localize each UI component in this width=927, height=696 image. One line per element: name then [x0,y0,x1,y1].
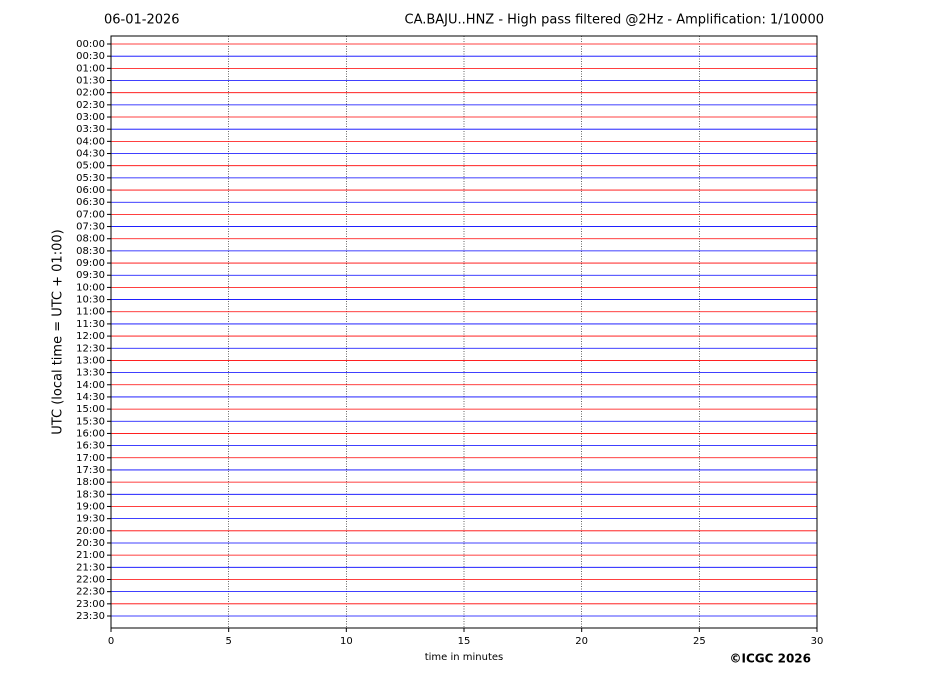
x-tick-label: 15 [458,636,471,647]
y-tick-label: 23:00 [76,599,105,610]
y-tick-label: 13:00 [76,355,105,366]
y-tick-label: 05:00 [76,161,105,172]
y-tick-label: 14:30 [76,392,105,403]
y-tick-label: 04:00 [76,136,105,147]
y-tick-label: 05:30 [76,173,105,184]
chart-title: CA.BAJU..HNZ - High pass filtered @2Hz -… [405,13,825,28]
y-tick-label: 01:30 [76,76,105,87]
y-tick-label: 11:30 [76,319,105,330]
y-tick-label: 22:00 [76,574,105,585]
y-tick-label: 10:30 [76,295,105,306]
y-tick-label: 09:00 [76,258,105,269]
y-tick-label: 17:30 [76,465,105,476]
y-tick-label: 15:30 [76,416,105,427]
x-axis-label: time in minutes [425,652,504,663]
y-tick-label: 23:30 [76,611,105,622]
plot-frame [110,35,818,629]
y-tick-label: 08:30 [76,246,105,257]
y-tick-label: 20:00 [76,526,105,537]
y-tick-label: 13:30 [76,368,105,379]
y-tick-label: 22:30 [76,587,105,598]
x-tick-label: 10 [340,636,353,647]
copyright: ©ICGC 2026 [729,652,811,666]
y-tick-label: 16:00 [76,428,105,439]
y-tick-label: 00:00 [76,39,105,50]
x-tick-label: 0 [108,636,114,647]
y-tick-label: 07:00 [76,209,105,220]
date: 06-01-2026 [104,13,180,28]
y-tick-label: 21:00 [76,550,105,561]
y-tick-label: 18:00 [76,477,105,488]
y-tick-label: 11:00 [76,307,105,318]
y-tick-label: 20:30 [76,538,105,549]
y-tick-label: 08:00 [76,234,105,245]
y-tick-label: 21:30 [76,562,105,573]
y-tick-label: 06:30 [76,197,105,208]
y-tick-label: 18:30 [76,489,105,500]
y-tick-label: 15:00 [76,404,105,415]
y-axis-label: UTC (local time = UTC + 01:00) [51,229,66,434]
y-tick-label: 19:30 [76,514,105,525]
y-tick-label: 12:00 [76,331,105,342]
y-tick-label: 07:30 [76,222,105,233]
y-tick-label: 16:30 [76,441,105,452]
x-tick-label: 25 [693,636,706,647]
x-tick-label: 5 [225,636,231,647]
y-tick-label: 19:00 [76,501,105,512]
y-tick-label: 03:00 [76,112,105,123]
y-tick-label: 02:00 [76,88,105,99]
y-tick-label: 00:30 [76,51,105,62]
y-tick-label: 06:00 [76,185,105,196]
y-tick-label: 12:30 [76,343,105,354]
y-tick-label: 10:00 [76,282,105,293]
y-tick-label: 01:00 [76,63,105,74]
y-tick-label: 17:00 [76,453,105,464]
x-tick-label: 20 [575,636,588,647]
y-tick-label: 09:30 [76,270,105,281]
y-tick-label: 03:30 [76,124,105,135]
y-tick-label: 02:30 [76,100,105,111]
y-tick-label: 14:00 [76,380,105,391]
y-tick-label: 04:30 [76,149,105,160]
x-tick-label: 30 [811,636,824,647]
